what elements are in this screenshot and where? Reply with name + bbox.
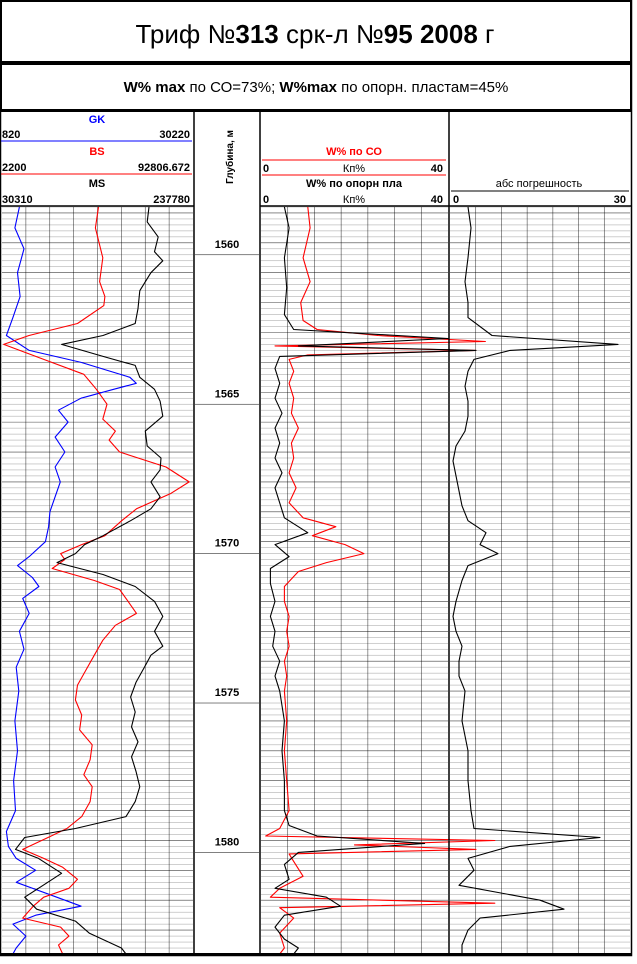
gk-scale-min: 820	[2, 129, 20, 141]
curve-name-w-ref: W% по опорн пла	[306, 178, 403, 190]
depth-tick-label: 1570	[215, 538, 239, 550]
w-co-scale-max: 40	[431, 163, 443, 175]
depth-tick-label: 1565	[215, 388, 239, 400]
curves	[3, 206, 619, 955]
ms-scale-min: 30310	[2, 194, 33, 206]
w-co-unit: Кп%	[343, 163, 365, 175]
curve-name-bs: BS	[89, 146, 104, 158]
curve-абс-погрешность	[452, 206, 619, 954]
grid	[2, 206, 630, 955]
w-ref-unit: Кп%	[343, 194, 365, 206]
curve-gk	[5, 206, 137, 955]
w-ref-scale-min: 0	[263, 194, 269, 206]
header: Триф №313 срк-л №95 2008 г W% max по СО=…	[0, 0, 632, 111]
curve-name-w-co: W% по СО	[326, 146, 382, 158]
bs-scale-max: 92806.672	[138, 162, 190, 174]
curve-name-abs-error: абс погрешность	[496, 178, 583, 190]
abs-error-scale-max: 30	[614, 194, 626, 206]
chart-title: Триф №313 срк-л №95 2008 г	[135, 19, 494, 49]
title-box	[0, 0, 632, 63]
curve-name-gk: GK	[89, 114, 106, 126]
abs-error-scale-min: 0	[453, 194, 459, 206]
w-co-scale-min: 0	[263, 163, 269, 175]
curve-name-ms: MS	[89, 178, 106, 190]
gk-scale-max: 30220	[159, 129, 190, 141]
depth-tick-label: 1575	[215, 687, 239, 699]
curve-w-по-опорн-пла	[269, 206, 477, 955]
depth-axis-label: Глубина, м	[224, 130, 236, 184]
ms-scale-max: 237780	[153, 194, 190, 206]
curve-ms	[14, 206, 164, 955]
bs-scale-min: 2200	[2, 162, 26, 174]
chart-subtitle: W% max по СО=73%; W%max по опорн. пласта…	[124, 79, 509, 96]
w-ref-scale-max: 40	[431, 194, 443, 206]
track-frames	[1, 110, 631, 955]
depth-tick-label: 1580	[215, 836, 239, 848]
depth-track: 1560 1565 1570 1575 1580	[195, 239, 259, 853]
depth-tick-label: 1560	[215, 239, 239, 251]
curve-w-по-со	[265, 206, 496, 955]
curve-bs	[3, 206, 190, 955]
track-headers: GK 820 30220 BS 2200 92806.672 MS 30310 …	[1, 114, 629, 206]
